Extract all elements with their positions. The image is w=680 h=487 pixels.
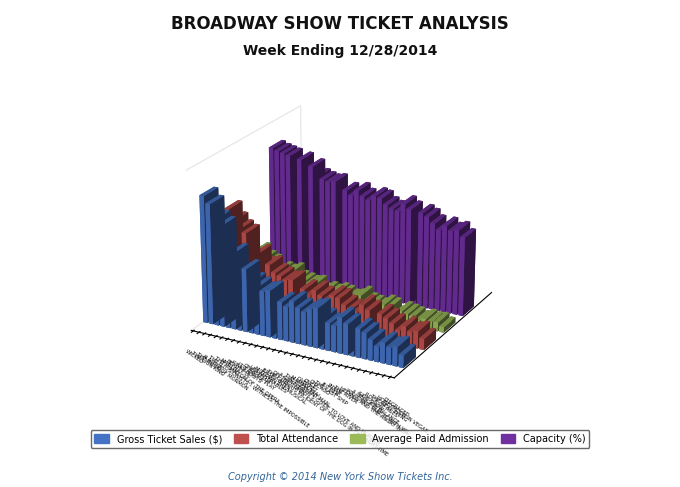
Text: BROADWAY SHOW TICKET ANALYSIS: BROADWAY SHOW TICKET ANALYSIS — [171, 15, 509, 33]
Legend: Gross Ticket Sales ($), Total Attendance, Average Paid Admission, Capacity (%): Gross Ticket Sales ($), Total Attendance… — [90, 431, 590, 448]
Text: Week Ending 12/28/2014: Week Ending 12/28/2014 — [243, 44, 437, 58]
Text: Copyright © 2014 New York Show Tickets Inc.: Copyright © 2014 New York Show Tickets I… — [228, 472, 452, 482]
